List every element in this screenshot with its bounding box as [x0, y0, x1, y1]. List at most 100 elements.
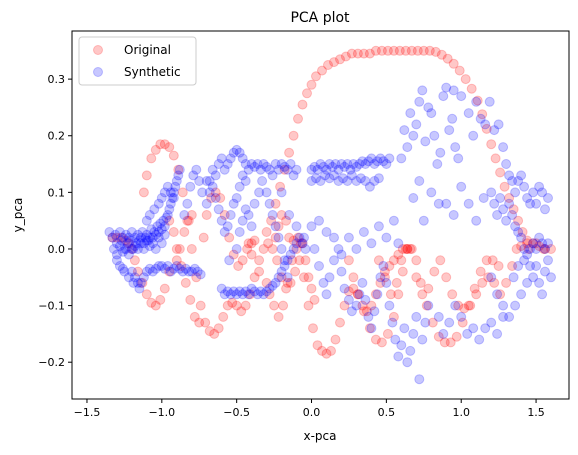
original-point: [138, 187, 149, 198]
synthetic-point: [423, 300, 434, 311]
synthetic-point: [463, 108, 474, 119]
synthetic-point: [375, 153, 386, 164]
y-tick-label: 0.3: [48, 73, 66, 86]
original-point: [435, 255, 446, 266]
synthetic-point: [234, 286, 245, 297]
synthetic-point: [381, 159, 392, 169]
original-point: [453, 300, 464, 311]
synthetic-point: [174, 164, 185, 175]
synthetic-point: [149, 204, 160, 215]
original-point: [276, 272, 287, 283]
synthetic-point: [273, 272, 284, 283]
synthetic-point: [222, 221, 233, 232]
synthetic-point: [135, 277, 146, 288]
original-point: [481, 255, 492, 266]
synthetic-point: [534, 277, 545, 288]
original-point: [246, 238, 257, 249]
synthetic-point: [104, 227, 115, 237]
synthetic-point: [123, 249, 134, 260]
original-point: [463, 300, 474, 311]
synthetic-point: [408, 328, 419, 339]
synthetic-point: [513, 176, 524, 186]
synthetic-point: [216, 215, 227, 226]
synthetic-point: [243, 164, 254, 175]
synthetic-point: [475, 113, 486, 124]
synthetic-point: [246, 221, 257, 232]
synthetic-point: [369, 176, 380, 186]
synthetic-point: [138, 272, 149, 283]
synthetic-point: [314, 261, 324, 271]
synthetic-point: [531, 261, 542, 271]
synthetic-point: [135, 238, 146, 249]
synthetic-point: [134, 283, 145, 294]
original-point: [517, 227, 528, 237]
original-point: [293, 232, 303, 243]
original-point: [240, 300, 251, 311]
original-point: [273, 311, 284, 322]
synthetic-point: [204, 187, 215, 198]
original-point: [454, 65, 465, 76]
synthetic-point: [351, 176, 362, 186]
original-point: [293, 113, 303, 124]
original-point: [285, 277, 296, 288]
original-point: [400, 45, 411, 56]
original-point: [382, 328, 393, 339]
original-point: [306, 79, 317, 90]
synthetic-point: [123, 272, 134, 283]
synthetic-point: [324, 159, 335, 169]
synthetic-point: [179, 210, 190, 220]
synthetic-point: [258, 289, 269, 300]
synthetic-point: [369, 306, 380, 317]
synthetic-point: [339, 161, 350, 172]
original-point: [206, 193, 217, 203]
y-tick-label: 0.1: [48, 186, 66, 199]
synthetic-point: [369, 159, 380, 169]
synthetic-point: [162, 181, 173, 192]
original-point: [120, 235, 131, 246]
synthetic-point: [270, 277, 281, 288]
original-point: [164, 266, 175, 277]
synthetic-point: [402, 142, 413, 153]
synthetic-point: [381, 232, 392, 243]
synthetic-point: [387, 317, 398, 328]
synthetic-point: [149, 227, 160, 237]
synthetic-point: [519, 181, 530, 192]
synthetic-point: [159, 187, 170, 198]
synthetic-point: [373, 221, 384, 232]
synthetic-point: [343, 232, 354, 243]
synthetic-point: [360, 159, 371, 169]
original-point: [394, 45, 405, 56]
synthetic-point: [525, 198, 536, 209]
original-point: [361, 306, 372, 317]
synthetic-point: [168, 263, 179, 274]
original-point: [195, 300, 206, 311]
synthetic-point: [237, 153, 248, 164]
synthetic-point: [450, 300, 461, 311]
original-point: [146, 297, 157, 308]
original-point: [493, 261, 504, 271]
synthetic-point: [237, 170, 248, 181]
synthetic-point: [456, 311, 467, 322]
original-point: [393, 249, 404, 260]
synthetic-point: [228, 147, 239, 158]
synthetic-point: [155, 218, 166, 229]
synthetic-point: [453, 153, 464, 164]
synthetic-point: [534, 232, 545, 243]
synthetic-point: [276, 244, 287, 254]
synthetic-point: [126, 227, 137, 237]
original-point: [242, 244, 253, 254]
synthetic-point: [284, 210, 295, 220]
original-point: [388, 255, 399, 266]
x-axis-label: x-pca: [304, 429, 337, 443]
original-point: [189, 311, 200, 322]
synthetic-point: [228, 286, 239, 297]
synthetic-point: [420, 317, 431, 328]
synthetic-point: [426, 108, 437, 119]
synthetic-point: [153, 198, 164, 209]
synthetic-point: [153, 261, 164, 271]
synthetic-point: [441, 82, 452, 93]
synthetic-point: [354, 159, 365, 169]
synthetic-point: [543, 255, 553, 266]
synthetic-point: [270, 159, 281, 169]
original-point: [116, 232, 127, 243]
